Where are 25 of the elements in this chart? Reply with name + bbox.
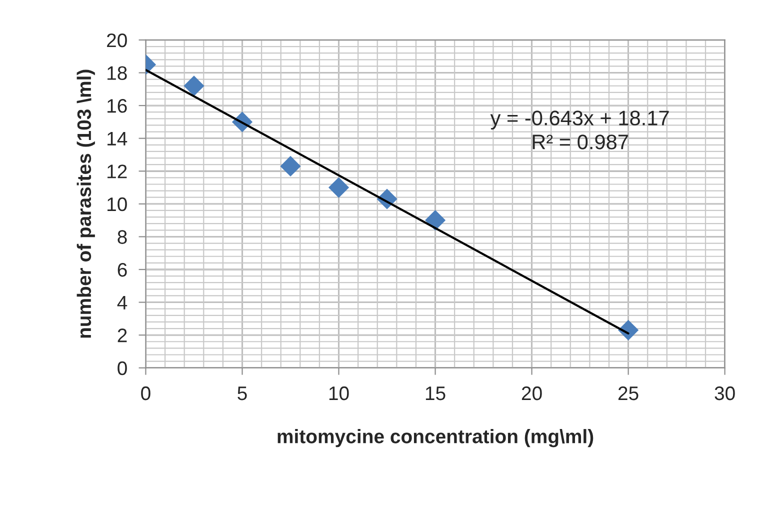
y-tick-label: 18	[108, 66, 127, 80]
x-tick-label: 0	[141, 386, 150, 400]
y-tick-label: 10	[108, 197, 127, 212]
y-tick-label: 0	[118, 361, 127, 376]
y-tick-label: 12	[108, 164, 127, 178]
x-tick-label: 10	[329, 386, 349, 400]
point	[280, 156, 301, 177]
x-tick-label: 20	[522, 386, 542, 400]
annotation: y = -0.643x + 18.17 R² = 0.987	[490, 110, 669, 150]
y-tick-label: 2	[118, 328, 127, 342]
y-tick-label: 8	[118, 230, 127, 244]
y-tick-label: 4	[117, 296, 128, 310]
point	[424, 210, 446, 231]
point	[328, 177, 350, 198]
y-tick-label: 16	[108, 99, 127, 113]
x-tick-label: 5	[238, 386, 247, 400]
x-tick-label: 30	[714, 386, 735, 400]
y-axis-title: number of parasites (103 \ml)	[76, 70, 95, 338]
y-tick-label: 6	[118, 262, 127, 277]
point	[184, 76, 204, 96]
y-tick-label: 14	[108, 132, 128, 146]
y-tick-label: 20	[107, 33, 127, 48]
x-tick-label: 25	[618, 386, 638, 400]
x-axis-title: mitomycine concentration (mg\ml)	[278, 429, 594, 448]
x-tick-label: 15	[426, 386, 446, 400]
